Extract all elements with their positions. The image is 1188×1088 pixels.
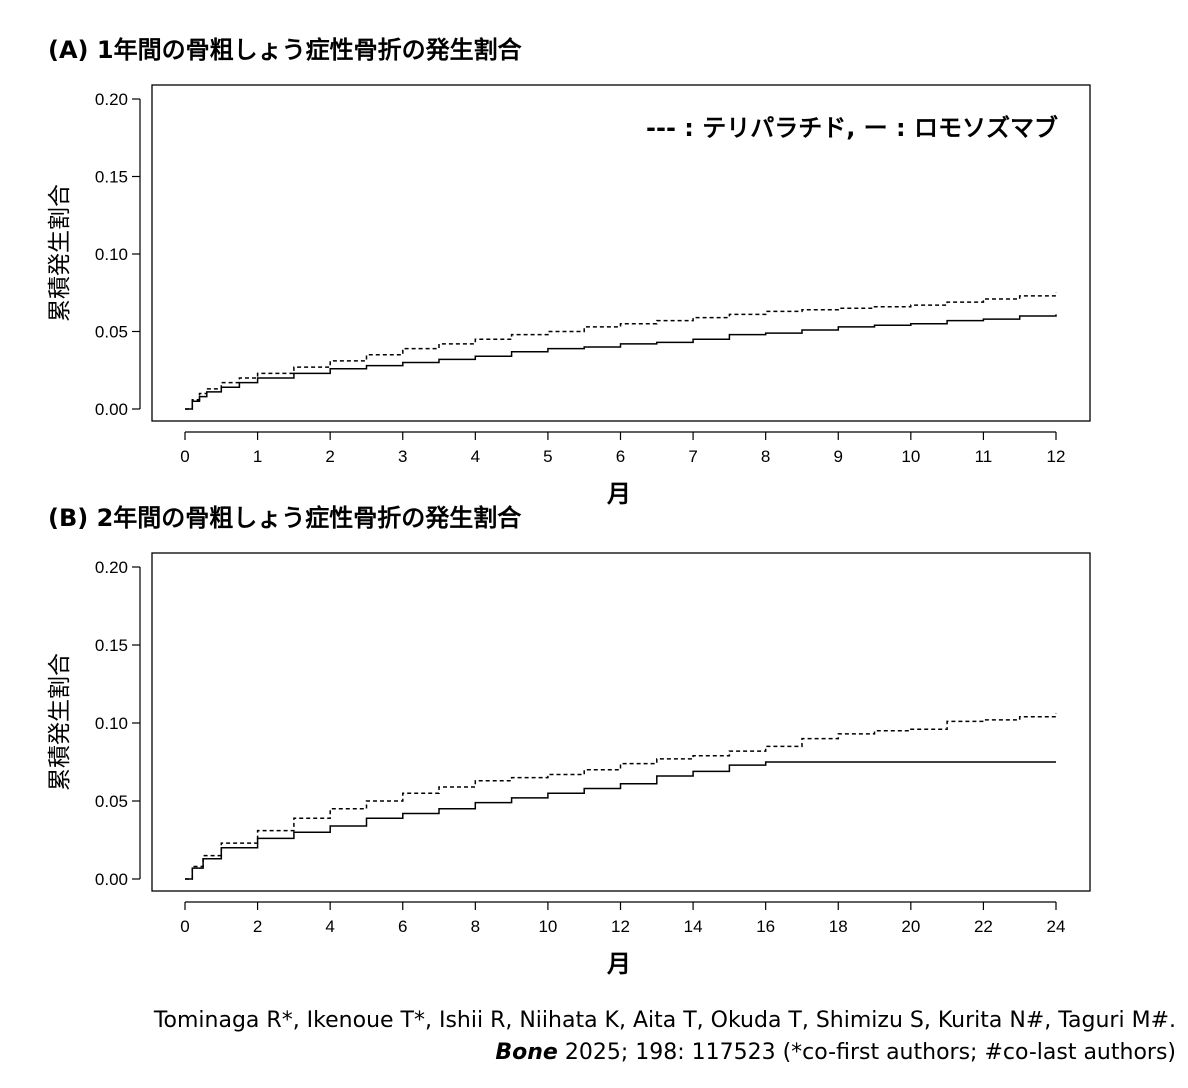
x-tick-label: 4	[471, 447, 480, 466]
x-tick-label: 10	[538, 917, 557, 936]
x-tick-label: 12	[1047, 447, 1066, 466]
x-tick-label: 18	[829, 917, 848, 936]
y-tick-label: 0.10	[95, 714, 128, 733]
x-tick-label: 11	[975, 447, 993, 466]
x-tick-label: 10	[901, 447, 920, 466]
x-tick-label: 2	[325, 447, 334, 466]
x-tick-label: 8	[761, 447, 770, 466]
x-tick-label: 0	[180, 917, 189, 936]
y-axis-label: 累積発生割合	[47, 184, 73, 322]
plot-frame	[151, 552, 1091, 892]
x-tick-label: 22	[974, 917, 993, 936]
y-tick-label: 0.05	[95, 792, 128, 811]
citation-details: 2025; 198: 117523 (*co-first authors; #c…	[557, 1040, 1176, 1065]
x-tick-label: 20	[901, 917, 920, 936]
x-tick-label: 12	[611, 917, 630, 936]
legend-text: --- : テリパラチド, ー : ロモソズマブ	[646, 114, 1058, 142]
y-axis-label: 累積発生割合	[47, 653, 73, 791]
x-tick-label: 3	[398, 447, 407, 466]
x-axis-label: 月	[606, 480, 631, 508]
chart-b: 0.000.050.100.150.200 2 4 6 8 10 12 14 16 18 20 22 2…	[47, 552, 1091, 978]
y-tick-label: 0.20	[95, 558, 128, 577]
y-tick-label: 0.00	[95, 870, 128, 889]
x-tick-label: 5	[543, 447, 552, 466]
y-tick-label: 0.05	[95, 323, 128, 342]
x-tick-label: 1	[253, 447, 262, 466]
x-tick-label: 6	[398, 917, 407, 936]
x-tick-label: 6	[616, 447, 625, 466]
x-tick-label: 14	[684, 917, 703, 936]
y-tick-label: 0.10	[95, 245, 128, 264]
y-tick-label: 0.15	[95, 168, 128, 187]
series-line-teriparatide	[185, 292, 1057, 410]
chart-a: 0.000.050.100.150.200 1 2 3 4 5 6 7 8 9 10 11 12月累積発…	[47, 84, 1091, 508]
x-tick-label: 16	[756, 917, 775, 936]
y-tick-label: 0.15	[95, 636, 128, 655]
x-tick-label: 4	[325, 917, 334, 936]
plot-frame	[151, 84, 1091, 422]
citation-journal-line: Bone 2025; 198: 117523 (*co-first author…	[495, 1040, 1176, 1065]
citation-journal: Bone	[495, 1040, 558, 1065]
series-line-romosozumab	[185, 314, 1057, 410]
x-tick-label: 24	[1047, 917, 1066, 936]
x-tick-label: 2	[253, 917, 262, 936]
x-tick-label: 0	[180, 447, 189, 466]
x-tick-label: 7	[688, 447, 697, 466]
chart-b-title: (B) 2年間の骨粗しょう症性骨折の発生割合	[48, 504, 522, 532]
y-tick-label: 0.00	[95, 400, 128, 419]
chart-a-title: (A) 1年間の骨粗しょう症性骨折の発生割合	[48, 36, 522, 64]
y-tick-label: 0.20	[95, 90, 128, 109]
citation-authors: Tominaga R*, Ikenoue T*, Ishii R, Niihat…	[153, 1008, 1176, 1033]
series-line-romosozumab	[185, 761, 1056, 880]
x-axis-label: 月	[606, 950, 631, 978]
x-tick-label: 8	[471, 917, 480, 936]
x-tick-label: 9	[834, 447, 843, 466]
series-line-teriparatide	[185, 713, 1057, 880]
